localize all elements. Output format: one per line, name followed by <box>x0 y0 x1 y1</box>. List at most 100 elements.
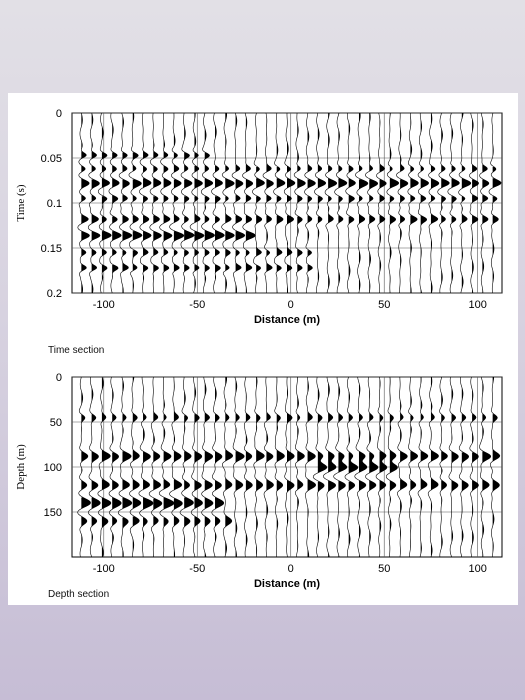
trace-line <box>243 376 253 558</box>
trace-line <box>138 376 154 558</box>
trace-fill <box>379 378 387 557</box>
time-section-caption: Time section <box>48 345 105 356</box>
trace-line <box>159 112 173 294</box>
trace-line <box>458 376 470 558</box>
trace-line <box>293 112 306 294</box>
trace-line <box>314 112 327 294</box>
trace-line <box>417 112 429 294</box>
trace-line <box>407 112 419 294</box>
trace-fill <box>153 126 162 293</box>
trace-line <box>294 377 305 558</box>
trace-line <box>200 112 215 294</box>
y-tick-label: 0.1 <box>47 198 62 210</box>
trace-line <box>158 376 175 558</box>
trace-line <box>221 112 235 294</box>
trace-line <box>365 376 379 558</box>
trace-fill <box>153 377 162 557</box>
trace-line <box>77 376 91 558</box>
y-tick-label: 0.05 <box>41 153 62 165</box>
trace-line <box>488 112 502 294</box>
trace-line <box>469 112 479 294</box>
trace-line <box>458 112 472 294</box>
figure-sheet: 0 0.05 0.1 0.15 0.2 -100 -50 0 50 100 Distance (m)… <box>8 93 518 605</box>
trace-line <box>108 112 122 294</box>
y-axis-title: Depth (m) <box>15 444 27 490</box>
trace-line <box>262 112 274 294</box>
trace-line <box>242 112 256 294</box>
trace-line <box>397 376 408 558</box>
trace-line <box>469 376 479 558</box>
trace-line <box>88 376 101 558</box>
trace-line <box>77 112 90 294</box>
trace-line <box>479 112 490 294</box>
trace-line <box>479 376 492 558</box>
trace-line <box>139 112 152 294</box>
trace-line <box>324 112 338 294</box>
x-tick-label: -100 <box>93 563 115 575</box>
trace-fill <box>122 379 132 557</box>
y-tick-label: 100 <box>44 462 62 474</box>
trace-fill <box>297 123 306 293</box>
trace-fill <box>101 377 111 557</box>
trace-line <box>427 376 439 558</box>
trace-line <box>129 376 142 558</box>
trace-line <box>428 112 440 294</box>
trace-fill <box>369 389 378 545</box>
trace-line <box>396 112 409 294</box>
trace-line <box>408 377 419 558</box>
trace-line <box>253 376 265 558</box>
y-tick-label: 0.15 <box>41 243 62 255</box>
trace-line <box>284 376 295 558</box>
trace-line <box>355 112 369 294</box>
trace-fill <box>112 389 122 545</box>
trace-fill <box>173 378 183 557</box>
trace-line <box>263 376 274 558</box>
trace-line <box>231 112 246 294</box>
trace-line <box>437 112 450 294</box>
trace-fill <box>112 124 122 293</box>
trace-line <box>117 376 133 558</box>
trace-line <box>189 112 205 294</box>
trace-line <box>87 112 101 294</box>
trace-line <box>211 112 225 294</box>
trace-fill <box>225 377 233 556</box>
y-tick-label: 0 <box>56 108 62 120</box>
depth-section-caption: Depth section <box>48 589 110 600</box>
y-axis-title: Time (s) <box>15 184 27 222</box>
x-tick-label: 50 <box>378 299 390 311</box>
y-tick-label: 150 <box>44 507 62 519</box>
trace-fill <box>204 113 215 284</box>
trace-fill <box>338 384 347 557</box>
trace-line <box>323 376 337 558</box>
trace-fill <box>338 113 347 286</box>
trace-fill <box>194 386 203 557</box>
x-tick-label: 50 <box>378 563 390 575</box>
trace-line <box>128 112 143 294</box>
trace-line <box>385 376 398 558</box>
trace-line <box>386 112 400 294</box>
trace-line <box>354 376 368 558</box>
trace-line <box>169 376 183 558</box>
trace-fill <box>101 126 112 282</box>
trace-line <box>149 112 162 294</box>
trace-line <box>222 376 234 558</box>
x-axis-title: Distance (m) <box>254 314 320 326</box>
x-tick-label: 0 <box>288 299 294 311</box>
trace-line <box>169 112 185 294</box>
trace-line <box>304 112 316 294</box>
trace-line <box>344 376 359 558</box>
trace-fill <box>184 126 195 282</box>
trace-fill <box>348 391 358 547</box>
trace-line <box>333 376 348 558</box>
x-axis-title: Distance (m) <box>254 578 320 590</box>
trace-fill <box>317 388 327 544</box>
trace-line <box>274 376 285 558</box>
trace-line <box>283 112 296 294</box>
y-tick-label: 50 <box>50 417 62 429</box>
depth-section-chart: 0 50 100 150 -100 -50 0 50 100 Distance (m) Depth … <box>15 372 503 590</box>
trace-line <box>252 112 265 294</box>
trace-line <box>439 376 448 558</box>
x-tick-label: 100 <box>469 299 487 311</box>
trace-line <box>148 376 163 558</box>
x-tick-label: 0 <box>288 563 294 575</box>
